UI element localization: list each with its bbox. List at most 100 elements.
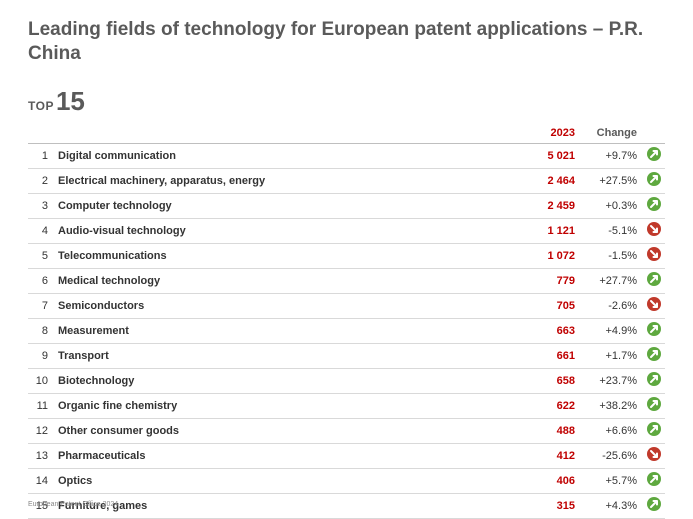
trend-icon-cell <box>643 443 665 468</box>
change-cell: +5.7% <box>581 468 643 493</box>
value-2023-cell: 658 <box>519 368 581 393</box>
value-2023-cell: 2 464 <box>519 168 581 193</box>
trend-icon-cell <box>643 493 665 518</box>
change-cell: +9.7% <box>581 143 643 168</box>
trend-icon-cell <box>643 193 665 218</box>
header-rank <box>28 123 52 144</box>
table-row: 7Semiconductors705-2.6% <box>28 293 665 318</box>
rank-cell: 9 <box>28 343 52 368</box>
table-row: 3Computer technology2 459+0.3% <box>28 193 665 218</box>
rank-cell: 3 <box>28 193 52 218</box>
trend-icon-cell <box>643 143 665 168</box>
table-row: 15Furniture, games315+4.3% <box>28 493 665 518</box>
value-2023-cell: 1 072 <box>519 243 581 268</box>
field-cell: Digital communication <box>52 143 519 168</box>
field-cell: Furniture, games <box>52 493 519 518</box>
rank-cell: 4 <box>28 218 52 243</box>
field-cell: Telecommunications <box>52 243 519 268</box>
arrow-up-right-icon <box>647 422 661 436</box>
header-2023: 2023 <box>519 123 581 144</box>
table-row: 4Audio-visual technology1 121-5.1% <box>28 218 665 243</box>
table-row: 12Other consumer goods488+6.6% <box>28 418 665 443</box>
table-row: 11Organic fine chemistry622+38.2% <box>28 393 665 418</box>
change-cell: -5.1% <box>581 218 643 243</box>
value-2023-cell: 2 459 <box>519 193 581 218</box>
value-2023-cell: 779 <box>519 268 581 293</box>
arrow-up-right-icon <box>647 472 661 486</box>
value-2023-cell: 406 <box>519 468 581 493</box>
trend-icon-cell <box>643 368 665 393</box>
arrow-up-right-icon <box>647 172 661 186</box>
footer-text: European Patent Office 2024 <box>28 501 118 508</box>
table-row: 10Biotechnology658+23.7% <box>28 368 665 393</box>
arrow-down-right-icon <box>647 297 661 311</box>
header-change: Change <box>581 123 643 144</box>
trend-icon-cell <box>643 293 665 318</box>
trend-icon-cell <box>643 318 665 343</box>
table-row: 14Optics406+5.7% <box>28 468 665 493</box>
trend-icon-cell <box>643 168 665 193</box>
arrow-down-right-icon <box>647 447 661 461</box>
rank-cell: 1 <box>28 143 52 168</box>
arrow-up-right-icon <box>647 147 661 161</box>
fields-table: 2023 Change 1Digital communication5 021+… <box>28 123 665 519</box>
trend-icon-cell <box>643 343 665 368</box>
value-2023-cell: 661 <box>519 343 581 368</box>
rank-cell: 12 <box>28 418 52 443</box>
rank-cell: 6 <box>28 268 52 293</box>
arrow-up-right-icon <box>647 497 661 511</box>
value-2023-cell: 412 <box>519 443 581 468</box>
arrow-up-right-icon <box>647 197 661 211</box>
trend-icon-cell <box>643 468 665 493</box>
rank-cell: 5 <box>28 243 52 268</box>
value-2023-cell: 488 <box>519 418 581 443</box>
rank-cell: 13 <box>28 443 52 468</box>
field-cell: Measurement <box>52 318 519 343</box>
field-cell: Medical technology <box>52 268 519 293</box>
table-row: 6Medical technology779+27.7% <box>28 268 665 293</box>
trend-icon-cell <box>643 218 665 243</box>
arrow-down-right-icon <box>647 247 661 261</box>
value-2023-cell: 622 <box>519 393 581 418</box>
header-field <box>52 123 519 144</box>
field-cell: Computer technology <box>52 193 519 218</box>
arrow-up-right-icon <box>647 272 661 286</box>
field-cell: Organic fine chemistry <box>52 393 519 418</box>
arrow-up-right-icon <box>647 347 661 361</box>
arrow-up-right-icon <box>647 322 661 336</box>
field-cell: Transport <box>52 343 519 368</box>
field-cell: Electrical machinery, apparatus, energy <box>52 168 519 193</box>
value-2023-cell: 315 <box>519 493 581 518</box>
field-cell: Pharmaceuticals <box>52 443 519 468</box>
table-row: 13Pharmaceuticals412-25.6% <box>28 443 665 468</box>
rank-cell: 2 <box>28 168 52 193</box>
field-cell: Optics <box>52 468 519 493</box>
rank-cell: 8 <box>28 318 52 343</box>
rank-cell: 14 <box>28 468 52 493</box>
change-cell: +23.7% <box>581 368 643 393</box>
arrow-up-right-icon <box>647 397 661 411</box>
trend-icon-cell <box>643 418 665 443</box>
change-cell: +6.6% <box>581 418 643 443</box>
table-row: 9Transport661+1.7% <box>28 343 665 368</box>
change-cell: +4.3% <box>581 493 643 518</box>
rank-cell: 10 <box>28 368 52 393</box>
change-cell: +27.5% <box>581 168 643 193</box>
top-number: 15 <box>56 86 85 117</box>
top-label: TOP <box>28 99 54 113</box>
trend-icon-cell <box>643 393 665 418</box>
trend-icon-cell <box>643 243 665 268</box>
arrow-up-right-icon <box>647 372 661 386</box>
change-cell: +27.7% <box>581 268 643 293</box>
rank-cell: 7 <box>28 293 52 318</box>
table-header-row: 2023 Change <box>28 123 665 144</box>
value-2023-cell: 1 121 <box>519 218 581 243</box>
field-cell: Semiconductors <box>52 293 519 318</box>
value-2023-cell: 705 <box>519 293 581 318</box>
table-row: 1Digital communication5 021+9.7% <box>28 143 665 168</box>
field-cell: Audio-visual technology <box>52 218 519 243</box>
change-cell: -2.6% <box>581 293 643 318</box>
top-badge: TOP 15 <box>28 86 665 117</box>
page-title: Leading fields of technology for Europea… <box>28 18 665 66</box>
rank-cell: 11 <box>28 393 52 418</box>
